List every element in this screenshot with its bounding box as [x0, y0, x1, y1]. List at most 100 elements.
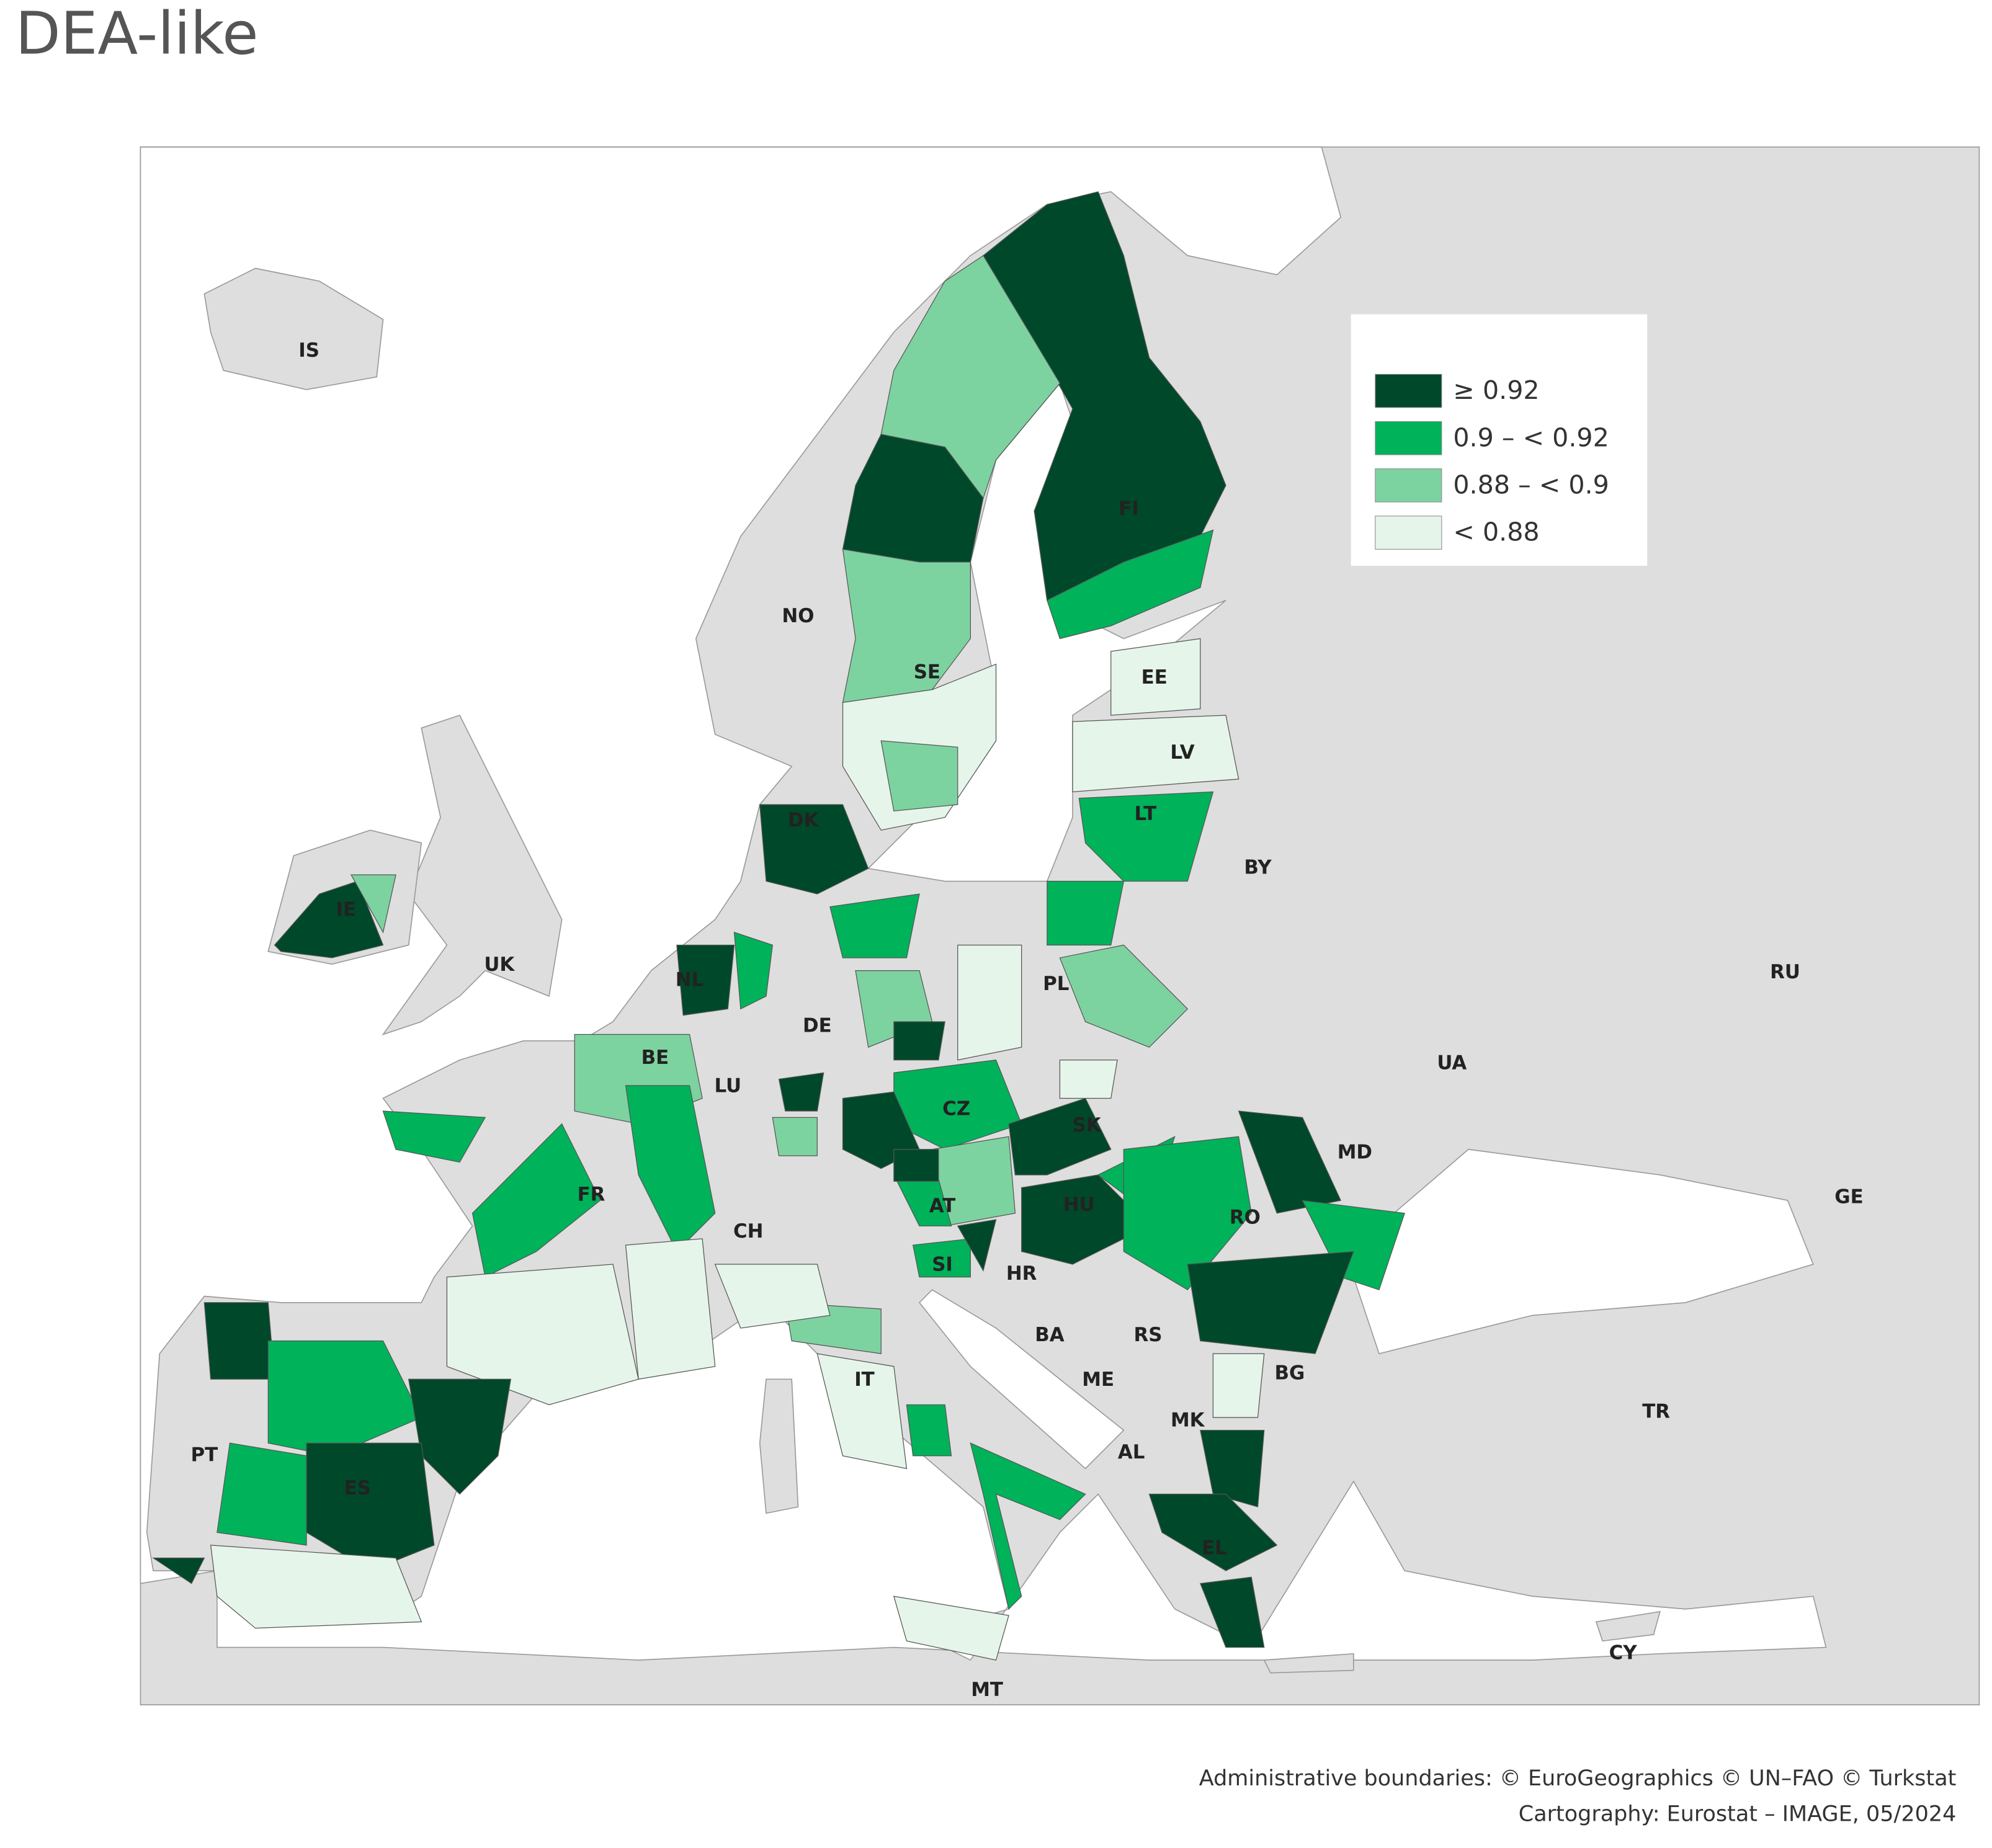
- region: [1059, 1060, 1118, 1099]
- region: [210, 1545, 422, 1629]
- country-label: EL: [1202, 1537, 1227, 1560]
- country-label: NO: [782, 605, 814, 627]
- country-label: BE: [641, 1047, 669, 1069]
- country-label: AL: [1118, 1441, 1145, 1463]
- region: [906, 1404, 952, 1457]
- country-label: LV: [1170, 741, 1194, 764]
- country-label: ME: [1082, 1368, 1114, 1391]
- legend-swatch: [1375, 516, 1442, 550]
- region: [1078, 791, 1214, 882]
- region: [842, 548, 971, 703]
- region: [1302, 1200, 1405, 1290]
- country-labels: IS NO SE FI EE LV LT DK IE UK NL BY PL R…: [190, 339, 1863, 1701]
- country-label: PT: [190, 1444, 218, 1466]
- region: [714, 1264, 831, 1329]
- country-label: RO: [1230, 1206, 1261, 1228]
- region: [1212, 1353, 1265, 1418]
- region: [471, 1123, 601, 1278]
- sardinia-corsica: [759, 1378, 799, 1514]
- country-label: FI: [1119, 498, 1139, 520]
- region: [1072, 715, 1239, 793]
- country-label: UK: [484, 953, 515, 976]
- region: [217, 1442, 307, 1546]
- region: [1047, 529, 1214, 640]
- country-label: MT: [971, 1679, 1003, 1701]
- region: [778, 1072, 824, 1112]
- region: [880, 740, 958, 812]
- country-label: IS: [298, 339, 319, 362]
- country-label: CZ: [942, 1097, 970, 1120]
- region: [957, 944, 1022, 1061]
- country-label: DK: [788, 809, 820, 831]
- credit: Administrative boundaries: © EuroGeograp…: [1199, 1766, 1957, 1791]
- region: [893, 1149, 939, 1182]
- region: [1199, 1576, 1265, 1648]
- iceland: [203, 267, 384, 390]
- region: [267, 1340, 422, 1457]
- region: [625, 1085, 716, 1252]
- region: [1110, 638, 1201, 716]
- legend-label: < 0.88: [1453, 517, 1539, 547]
- country-label: SK: [1073, 1114, 1102, 1136]
- region: [625, 1238, 716, 1380]
- country-label: BA: [1035, 1324, 1065, 1346]
- region: [1008, 1097, 1112, 1176]
- country-label: CY: [1609, 1641, 1638, 1664]
- country-label: TR: [1642, 1400, 1670, 1422]
- region: [1200, 1430, 1265, 1507]
- crete: [1263, 1653, 1354, 1674]
- region: [676, 944, 735, 1016]
- legend-label: 0.88 – < 0.9: [1453, 470, 1609, 500]
- region: [733, 931, 773, 1010]
- region: [1059, 944, 1189, 1048]
- country-label: EE: [1141, 666, 1168, 689]
- legend-swatch: [1375, 421, 1442, 455]
- country-label: BG: [1274, 1362, 1305, 1385]
- country-label: MD: [1338, 1141, 1372, 1163]
- country-label: AT: [929, 1195, 956, 1217]
- region: [1187, 1251, 1354, 1354]
- region: [912, 1238, 971, 1278]
- region: [274, 880, 384, 958]
- region: [816, 1353, 908, 1470]
- region: [970, 1442, 1086, 1610]
- country-label: GE: [1834, 1186, 1863, 1208]
- country-label: IT: [854, 1368, 875, 1391]
- country-label: FR: [578, 1183, 605, 1205]
- region: [382, 1110, 486, 1163]
- legend-swatch: [1375, 373, 1442, 408]
- country-label: SE: [914, 661, 940, 684]
- region: [350, 874, 396, 934]
- country-label: NL: [676, 969, 704, 991]
- country-label: LT: [1135, 803, 1157, 825]
- legend-label: 0.9 – < 0.92: [1453, 422, 1609, 452]
- regions: [151, 191, 1405, 1661]
- region: [1238, 1110, 1342, 1214]
- region: [446, 1264, 639, 1406]
- region: [1123, 1136, 1252, 1291]
- region: [829, 893, 920, 958]
- legend-swatch: [1375, 468, 1442, 502]
- region: [893, 1596, 1009, 1661]
- adriatic: [918, 1289, 1125, 1470]
- great-britain: [382, 714, 563, 1036]
- country-label: LU: [714, 1074, 741, 1097]
- country-label: UA: [1437, 1051, 1467, 1074]
- region: [893, 1021, 945, 1061]
- region: [1021, 1174, 1150, 1265]
- country-label: HU: [1063, 1194, 1095, 1216]
- country-label: IE: [336, 898, 357, 921]
- title: DEA-like: [16, 0, 259, 68]
- region: [1148, 1493, 1278, 1571]
- country-label: SI: [932, 1254, 953, 1276]
- region: [772, 1117, 818, 1156]
- legend-label: ≥ 0.92: [1453, 375, 1539, 405]
- region: [759, 804, 869, 895]
- country-label: CH: [733, 1220, 763, 1243]
- region: [151, 1557, 205, 1584]
- country-label: DE: [803, 1015, 832, 1037]
- country-label: HR: [1006, 1262, 1037, 1285]
- black-sea: [1352, 1148, 1814, 1355]
- country-label: PL: [1043, 973, 1069, 995]
- country-label: BY: [1244, 856, 1272, 878]
